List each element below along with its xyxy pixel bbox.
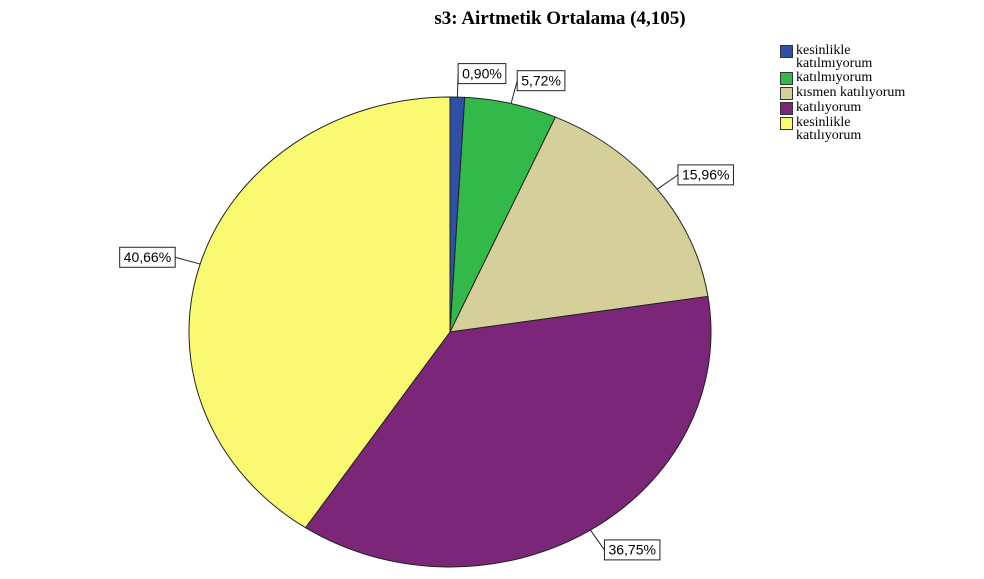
legend-swatch [780,87,793,100]
label-leader [656,174,679,190]
legend-item: kesinlikle katılıyorum [780,115,920,143]
value-label-box [516,70,566,92]
value-label: 5,72% [521,72,561,88]
legend-label: katılmıyorum [796,70,873,85]
value-label: 0,90% [462,65,502,81]
legend-swatch [780,72,793,85]
legend-item: katılmıyorum [780,71,920,85]
value-label-box [119,246,176,268]
legend: kesinlikle katılmıyorum katılmıyorum kısme… [780,44,920,143]
legend-label: kesinlikle katılıyorum [796,115,862,143]
label-leader [590,529,605,551]
legend-swatch [780,45,793,58]
legend-swatch [780,102,793,115]
value-label-box [457,63,507,85]
legend-item: kısmen katılıyorum [780,86,920,100]
legend-item: kesinlikle katılmıyorum [780,43,920,71]
legend-label: kısmen katılıyorum [796,85,906,100]
label-leader [175,256,201,265]
legend-item: katılıyorum [780,101,920,115]
value-label-box [677,164,734,186]
pie-slice [304,295,712,568]
value-label: 15,96% [682,167,729,183]
legend-label: kesinlikle katılmıyorum [796,43,873,71]
chart-title: s3: Airtmetik Ortalama (4,105) [434,8,685,29]
value-label-box [603,539,661,561]
value-label: 40,66% [124,249,171,265]
legend-label: katılıyorum [796,100,862,115]
label-leader [510,80,518,104]
value-label: 36,75% [608,542,655,558]
legend-swatch [780,117,793,130]
pie-slice [188,96,451,529]
